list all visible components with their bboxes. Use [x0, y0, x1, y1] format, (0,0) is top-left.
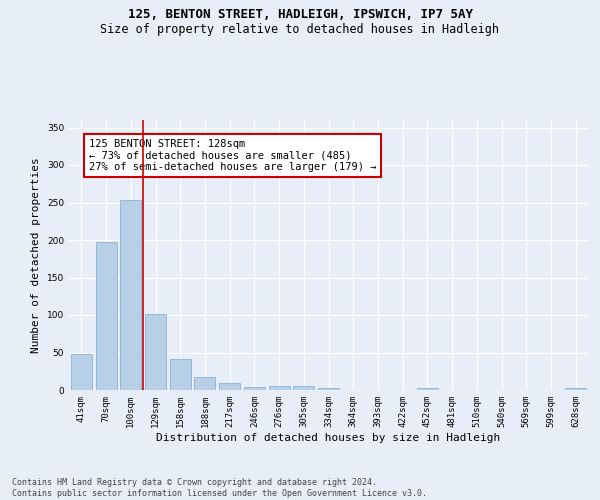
X-axis label: Distribution of detached houses by size in Hadleigh: Distribution of detached houses by size … [157, 432, 500, 442]
Text: Size of property relative to detached houses in Hadleigh: Size of property relative to detached ho… [101, 22, 499, 36]
Bar [120, 200, 141, 390]
Bar [318, 388, 339, 390]
Bar [170, 359, 191, 390]
Bar [194, 377, 215, 390]
Bar [417, 388, 438, 390]
Bar [145, 314, 166, 390]
Bar [269, 386, 290, 390]
Bar [95, 242, 116, 390]
Text: 125 BENTON STREET: 128sqm
← 73% of detached houses are smaller (485)
27% of semi: 125 BENTON STREET: 128sqm ← 73% of detac… [89, 138, 376, 172]
Text: Contains HM Land Registry data © Crown copyright and database right 2024.
Contai: Contains HM Land Registry data © Crown c… [12, 478, 427, 498]
Bar [244, 387, 265, 390]
Bar [71, 354, 92, 390]
Bar [565, 388, 586, 390]
Bar [293, 386, 314, 390]
Bar [219, 382, 240, 390]
Text: 125, BENTON STREET, HADLEIGH, IPSWICH, IP7 5AY: 125, BENTON STREET, HADLEIGH, IPSWICH, I… [128, 8, 473, 20]
Y-axis label: Number of detached properties: Number of detached properties [31, 157, 41, 353]
